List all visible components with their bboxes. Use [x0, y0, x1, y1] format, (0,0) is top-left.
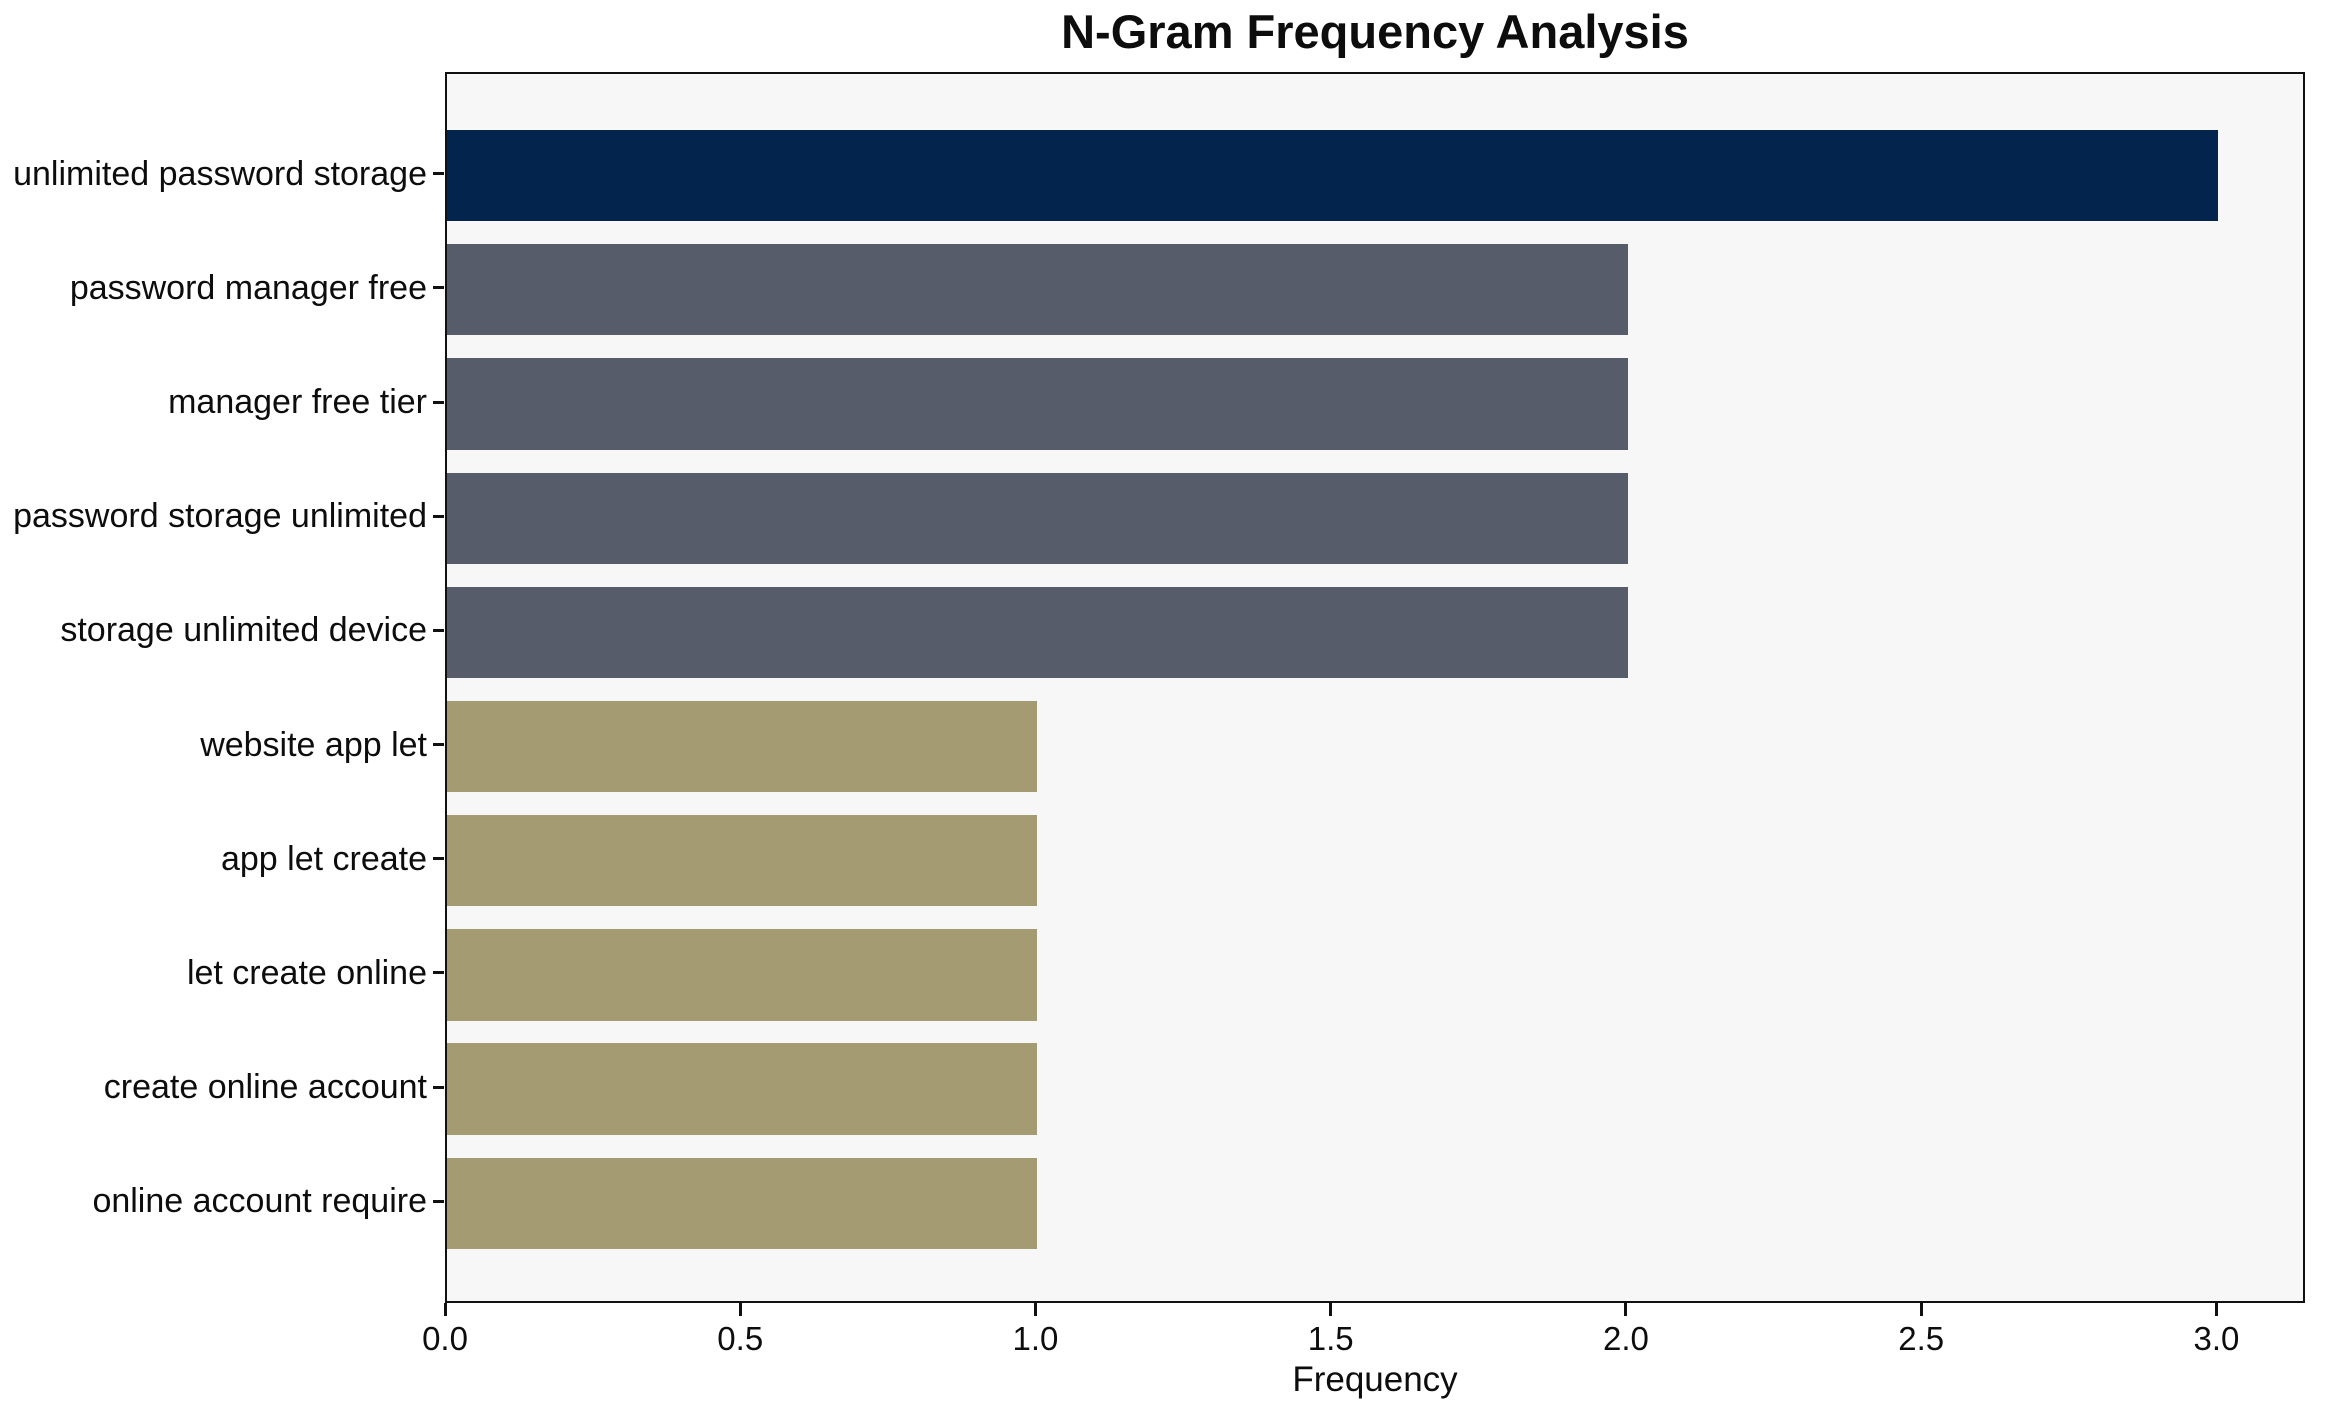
x-tick-mark	[1033, 1303, 1037, 1316]
y-tick-label: storage unlimited device	[60, 611, 427, 650]
x-tick-label: 2.5	[1898, 1320, 1945, 1357]
y-tick-mark	[433, 1199, 444, 1203]
bar-manager-free-tier	[447, 358, 1628, 450]
x-tick-label: 1.0	[1012, 1320, 1059, 1357]
y-tick-mark	[433, 857, 444, 861]
y-tick-label: manager free tier	[168, 383, 427, 422]
bar-app-let-create	[447, 815, 1038, 907]
y-tick-mark	[433, 172, 444, 176]
plot-area	[445, 72, 2305, 1303]
chart-title: N-Gram Frequency Analysis	[1061, 5, 1689, 58]
bar-online-account-require	[447, 1157, 1038, 1250]
bar-website-app-let	[447, 700, 1038, 793]
y-tick-label: password manager free	[69, 268, 427, 307]
x-tick-mark	[1624, 1303, 1628, 1316]
y-tick-label: let create online	[186, 953, 427, 992]
y-tick-mark	[433, 1085, 444, 1089]
y-tick-label: unlimited password storage	[13, 154, 427, 193]
bar-create-online-account	[447, 1043, 1038, 1135]
bar-unlimited-password-storage	[447, 129, 2219, 222]
y-tick-mark	[433, 400, 444, 404]
x-tick-mark	[443, 1303, 447, 1316]
x-tick-label: 2.0	[1603, 1320, 1649, 1357]
y-tick-mark	[433, 286, 444, 290]
y-tick-mark	[433, 743, 444, 747]
x-tick-label: 1.5	[1307, 1320, 1354, 1357]
x-tick-mark	[1919, 1303, 1923, 1316]
bar-storage-unlimited-device	[447, 586, 1628, 679]
y-tick-label: website app let	[200, 725, 427, 764]
x-tick-mark	[738, 1303, 742, 1316]
y-tick-mark	[433, 628, 444, 632]
bar-password-manager-free	[447, 244, 1628, 336]
x-tick-label: 0.0	[422, 1320, 468, 1357]
x-tick-mark	[2214, 1303, 2218, 1316]
x-axis-label: Frequency	[1292, 1360, 1458, 1399]
y-tick-label: app let create	[220, 839, 427, 878]
x-tick-mark	[1329, 1303, 1333, 1316]
y-tick-label: password storage unlimited	[13, 497, 427, 536]
x-tick-label: 0.5	[717, 1320, 764, 1357]
bar-let-create-online	[447, 929, 1038, 1021]
y-tick-label: online account require	[92, 1182, 427, 1221]
y-tick-mark	[433, 514, 444, 518]
bar-password-storage-unlimited	[447, 472, 1628, 564]
y-tick-label: create online account	[103, 1068, 427, 1107]
x-tick-label: 3.0	[2193, 1320, 2240, 1357]
y-tick-mark	[433, 971, 444, 975]
